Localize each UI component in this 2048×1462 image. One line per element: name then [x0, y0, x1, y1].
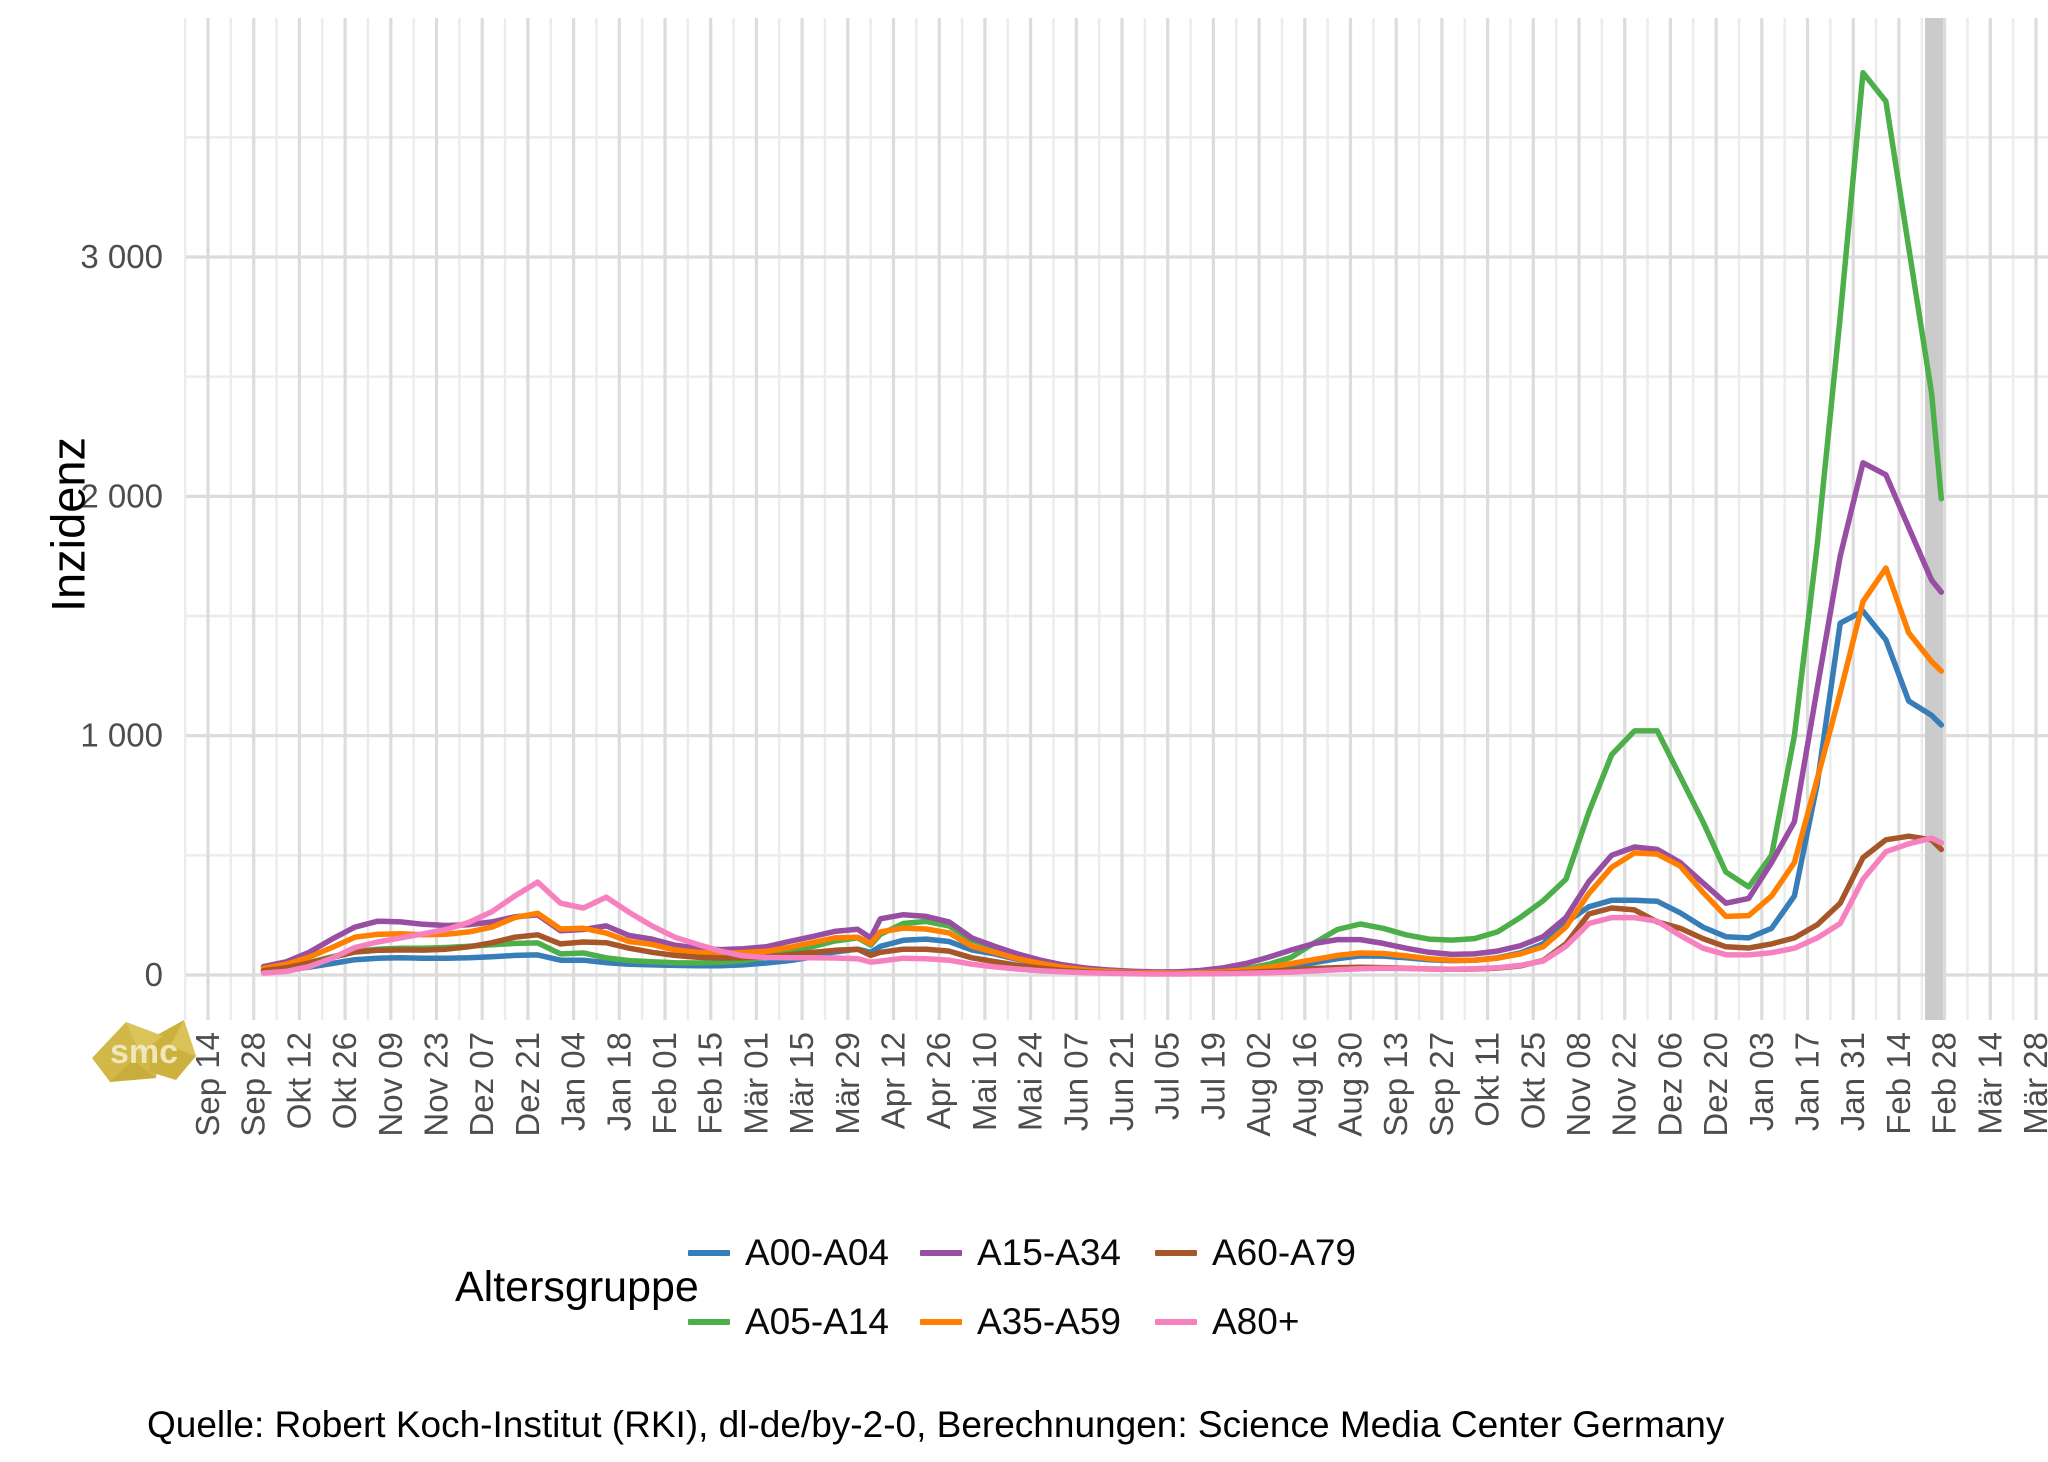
smc-logo-text: smc	[110, 1033, 178, 1071]
x-tick-label: Mär 29	[829, 1032, 866, 1135]
x-tick-label: Aug 02	[1240, 1032, 1277, 1137]
legend-entry-A00-A04: A00-A04	[688, 1232, 889, 1273]
x-tick-label: Nov 22	[1606, 1032, 1643, 1137]
smc-logo-facet	[110, 1060, 156, 1082]
y-axis-title: Inzidenz	[41, 436, 95, 613]
x-tick-label: Okt 26	[326, 1032, 363, 1129]
x-tick-label: Okt 25	[1514, 1032, 1551, 1129]
x-tick-label: Jun 07	[1057, 1032, 1094, 1131]
x-tick-label: Jun 21	[1103, 1032, 1140, 1131]
y-tick-label: 1 000	[80, 717, 163, 754]
series-lines	[260, 69, 1945, 977]
legend-label: A05-A14	[745, 1301, 889, 1342]
x-tick-label: Jan 04	[555, 1032, 592, 1131]
legend-key-A35-A59	[920, 1319, 962, 1325]
legend-key-A05-A14	[688, 1319, 730, 1325]
x-tick-label: Feb 15	[692, 1032, 729, 1135]
x-tick-label: Aug 16	[1286, 1032, 1323, 1137]
legend-entry-A05-A14: A05-A14	[688, 1301, 889, 1342]
x-tick-label: Feb 01	[646, 1032, 683, 1135]
y-tick-label: 3 000	[80, 238, 163, 275]
legend-key-A00-A04	[688, 1250, 730, 1256]
x-tick-label: Aug 30	[1332, 1032, 1369, 1137]
x-tick-label: Sep 14	[189, 1032, 226, 1137]
legend-label: A80+	[1212, 1301, 1300, 1342]
x-tick-label: Nov 08	[1560, 1032, 1597, 1137]
x-tick-label: Mär 15	[783, 1032, 820, 1135]
x-axis-tick-labels: Sep 14 Sep 28 Okt 12 Okt 26 Nov 09 Nov 23 Dez …	[189, 1032, 2048, 1137]
legend-entry-A15-A34: A15-A34	[920, 1232, 1121, 1273]
x-tick-label: Mai 10	[966, 1032, 1003, 1131]
x-tick-label: Jan 18	[600, 1032, 637, 1131]
smc-logo-facet	[126, 1022, 163, 1054]
legend-entry-A35-A59: A35-A59	[920, 1301, 1121, 1342]
x-tick-label: Apr 12	[875, 1032, 912, 1129]
y-axis-tick-labels: 0 1 000 2 000 3 000	[80, 238, 163, 993]
series-line-A80+	[260, 835, 1945, 977]
y-tick-label: 2 000	[80, 477, 163, 514]
legend-label: A60-A79	[1212, 1232, 1356, 1273]
legend-key-A15-A34	[920, 1250, 962, 1256]
series-line-A35-A59	[260, 565, 1945, 976]
smc-logo-facet	[170, 1020, 196, 1056]
x-tick-label: Sep 13	[1377, 1032, 1414, 1137]
x-tick-label: Nov 09	[372, 1032, 409, 1137]
x-tick-label: Jan 17	[1789, 1032, 1826, 1131]
legend-label: A35-A59	[977, 1301, 1121, 1342]
x-tick-label: Okt 12	[280, 1032, 317, 1129]
series-line-A05-A14	[260, 69, 1945, 976]
x-tick-label: Dez 21	[509, 1032, 546, 1137]
x-tick-label: Sep 28	[235, 1032, 272, 1137]
legend-title: Altersgruppe	[455, 1263, 699, 1311]
legend-key-A60-A79	[1155, 1250, 1197, 1256]
legend-entry-A80+: A80+	[1155, 1301, 1300, 1342]
x-tick-label: Nov 23	[418, 1032, 455, 1137]
x-tick-label: Dez 06	[1651, 1032, 1688, 1137]
gridlines	[183, 18, 2048, 1020]
x-tick-label: Jul 19	[1194, 1032, 1231, 1120]
legend-label: A15-A34	[977, 1232, 1121, 1273]
x-tick-label: Jan 31	[1834, 1032, 1871, 1131]
y-tick-label: 0	[145, 956, 163, 993]
x-tick-label: Dez 07	[463, 1032, 500, 1137]
recent-data-band	[1925, 18, 1943, 1020]
x-tick-label: Dez 20	[1697, 1032, 1734, 1137]
x-tick-label: Feb 14	[1880, 1032, 1917, 1135]
x-tick-label: Jul 05	[1149, 1032, 1186, 1120]
x-tick-label: Mai 24	[1012, 1032, 1049, 1131]
x-tick-label: Mär 28	[2017, 1032, 2048, 1135]
legend-label: A00-A04	[745, 1232, 889, 1273]
legend-entry-A60-A79: A60-A79	[1155, 1232, 1356, 1273]
x-tick-label: Feb 28	[1926, 1032, 1963, 1135]
x-tick-label: Okt 11	[1469, 1032, 1506, 1127]
x-tick-label: Jan 03	[1743, 1032, 1780, 1131]
smc-logo: smc	[92, 1020, 196, 1082]
legend-key-A80+	[1155, 1319, 1197, 1325]
x-tick-label: Apr 26	[920, 1032, 957, 1129]
x-tick-label: Mär 14	[1971, 1032, 2008, 1135]
x-tick-label: Mär 01	[737, 1032, 774, 1135]
x-tick-label: Sep 27	[1423, 1032, 1460, 1137]
source-caption: Quelle: Robert Koch-Institut (RKI), dl-d…	[147, 1404, 1725, 1445]
